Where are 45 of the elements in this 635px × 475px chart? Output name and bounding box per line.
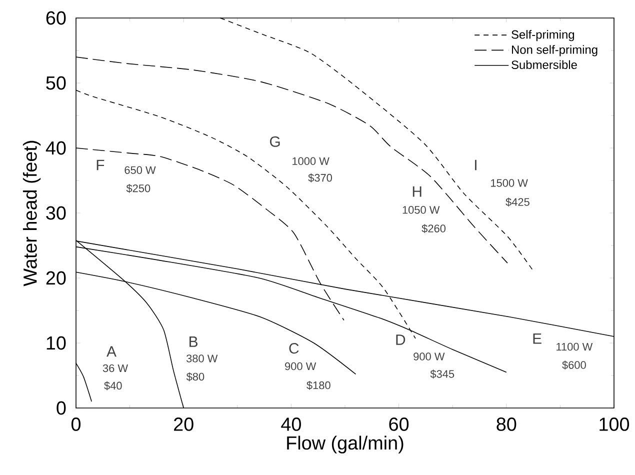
annotation: $40: [104, 381, 122, 390]
annotation: 1500 W: [491, 179, 528, 187]
annotation: 650 W: [124, 166, 156, 174]
annotation: G: [270, 136, 280, 147]
annotation: 1100 W: [556, 342, 593, 351]
annotation: 900 W: [414, 352, 445, 360]
annotation: E: [533, 333, 542, 344]
y-tick-label: 40: [46, 141, 66, 155]
legend-label: Submersible: [512, 60, 577, 70]
annotation: 1000 W: [292, 157, 330, 166]
annotation: 36 W: [102, 364, 128, 372]
annotation: $250: [126, 184, 150, 193]
x-tick-label: 40: [281, 418, 301, 431]
annotation: C: [289, 343, 299, 354]
annotation: $370: [308, 173, 332, 182]
y-tick-label: 20: [46, 271, 66, 285]
annotation: D: [396, 334, 406, 345]
annotation: I: [475, 160, 476, 170]
x-tick-label: 60: [389, 418, 409, 431]
y-tick-label: 0: [56, 401, 66, 415]
x-tick-label: 20: [174, 418, 194, 431]
y-tick-label: 30: [46, 206, 66, 220]
x-tick-label: 0: [71, 418, 81, 431]
y-axis-title: Water head (feet): [22, 140, 41, 286]
annotation: B: [190, 336, 198, 347]
annotation: $345: [430, 370, 454, 379]
annotation: $180: [306, 380, 330, 390]
annotation: $425: [506, 198, 530, 207]
legend-label: Self-priming: [512, 30, 574, 42]
annotation: F: [96, 160, 104, 170]
x-axis-title: Flow (gal/min): [287, 436, 404, 454]
x-tick-label: 80: [496, 418, 516, 431]
annotation: 380 W: [186, 354, 218, 362]
annotation: 900 W: [285, 362, 316, 370]
legend-label: Non self-priming: [512, 45, 598, 56]
annotation: H: [412, 186, 422, 197]
annotation: $600: [562, 360, 586, 370]
annotation: $80: [186, 372, 204, 382]
y-tick-label: 60: [46, 11, 66, 25]
y-tick-label: 10: [46, 336, 66, 350]
x-tick-label: 100: [600, 418, 630, 431]
annotation: A: [106, 346, 116, 357]
y-tick-label: 50: [46, 76, 66, 90]
annotation: $260: [422, 224, 446, 234]
annotation: 1050 W: [402, 206, 440, 214]
